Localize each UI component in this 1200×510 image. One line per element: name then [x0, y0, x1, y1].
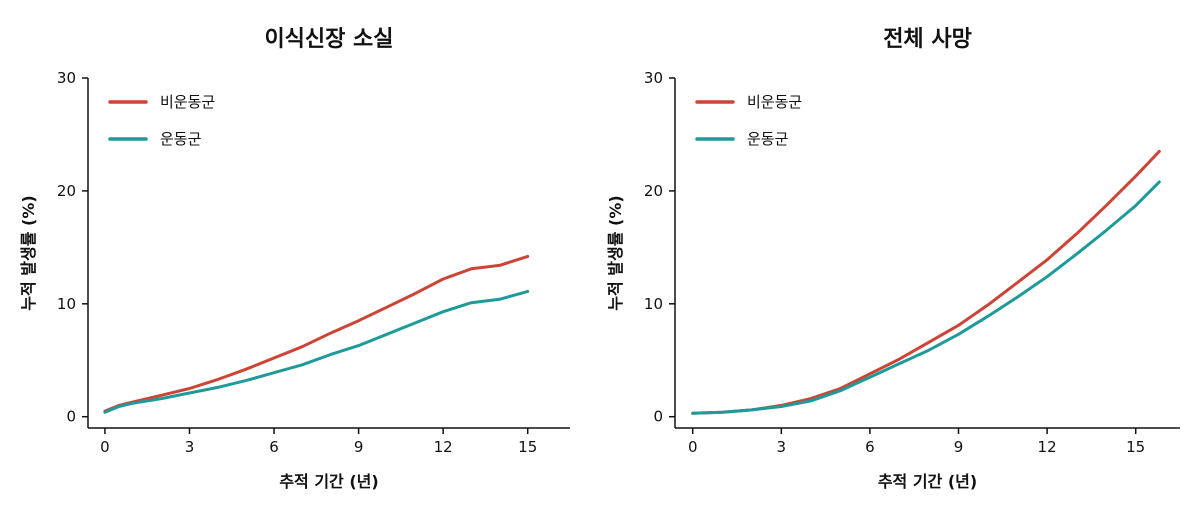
x-tick-label: 3	[185, 438, 195, 456]
x-tick-label: 0	[688, 438, 698, 456]
series-line-non-exercise	[103, 254, 530, 413]
legend-label: 운동군	[747, 130, 789, 148]
x-tick-label: 0	[100, 438, 110, 456]
series-line-exercise	[103, 289, 530, 414]
chart-title: 전체 사망	[883, 27, 972, 52]
x-tick-label: 12	[434, 438, 453, 456]
y-axis-label: 누적 발생률 (%)	[606, 195, 625, 310]
y-tick-label: 0	[653, 408, 663, 426]
x-tick-label: 15	[1126, 438, 1145, 456]
legend-label: 비운동군	[747, 93, 802, 111]
x-tick-label: 12	[1038, 438, 1057, 456]
x-tick-label: 6	[269, 438, 279, 456]
y-tick-label: 30	[644, 69, 663, 87]
y-tick-label: 30	[57, 69, 76, 87]
chart-panel-kidney-graft-loss: 이식신장 소실 0 10 20 30 0 3 6 9 12 15 추적 기간 (년) 누적 발생률 (%…	[19, 27, 570, 491]
x-tick-label: 3	[777, 438, 787, 456]
y-tick-label: 10	[644, 295, 663, 313]
y-tick-label: 10	[57, 295, 76, 313]
series-line-exercise	[691, 180, 1161, 415]
x-tick-label: 15	[518, 438, 537, 456]
legend-label: 비운동군	[160, 93, 215, 111]
chart-title: 이식신장 소실	[264, 27, 393, 52]
x-tick-label: 9	[954, 438, 964, 456]
y-tick-label: 20	[644, 182, 663, 200]
y-tick-label: 20	[57, 182, 76, 200]
x-tick-label: 9	[354, 438, 364, 456]
x-axis-label: 추적 기간 (년)	[279, 472, 378, 491]
y-axis-label: 누적 발생률 (%)	[19, 195, 38, 310]
x-tick-label: 6	[865, 438, 875, 456]
chart-panel-all-cause-death: 전체 사망 0 10 20 30 0 3 6 9 12 15 추적 기간 (년) 누적 발생률 (%) 비…	[606, 27, 1180, 491]
y-tick-label: 0	[66, 408, 76, 426]
series-line-non-exercise	[691, 149, 1161, 415]
x-axis-label: 추적 기간 (년)	[878, 472, 977, 491]
legend-label: 운동군	[160, 130, 202, 148]
